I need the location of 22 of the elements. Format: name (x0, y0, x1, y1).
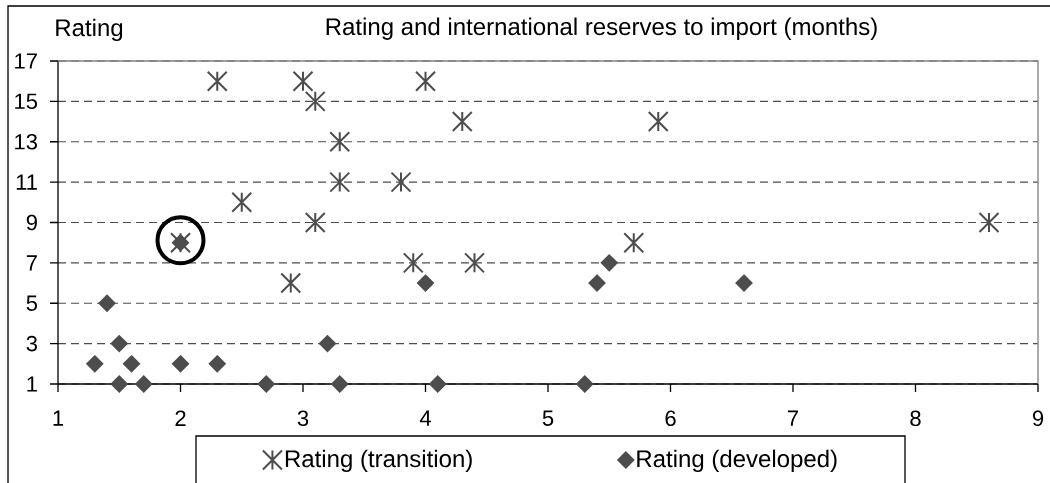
x-tick-label: 1 (53, 410, 64, 426)
y-tick-label: 11 (16, 174, 37, 190)
y-axis-title: Rating (56, 18, 123, 42)
y-tick-label: 15 (15, 93, 38, 110)
y-tick-label: 1 (27, 376, 37, 392)
legend-label: Rating (transition) (285, 449, 472, 473)
legend-label: Rating (developed) (637, 449, 837, 473)
y-tick-label: 7 (26, 255, 37, 271)
x-tick-label: 2 (175, 410, 186, 426)
y-tick-label: 9 (26, 214, 37, 231)
chart-title: Rating and international reserves to import (months) (326, 17, 877, 40)
x-tick-label: 7 (788, 410, 799, 426)
x-tick-label: 6 (665, 410, 676, 427)
y-tick-label: 13 (15, 133, 37, 150)
y-tick-label: 3 (26, 335, 38, 352)
x-tick-label: 8 (910, 410, 921, 427)
y-tick-label: 5 (26, 295, 38, 311)
x-tick-label: 3 (297, 410, 309, 427)
x-tick-label: 4 (419, 410, 431, 426)
x-tick-label: 9 (1032, 410, 1044, 427)
y-tick-label: 17 (15, 53, 37, 69)
x-tick-label: 5 (542, 410, 554, 426)
